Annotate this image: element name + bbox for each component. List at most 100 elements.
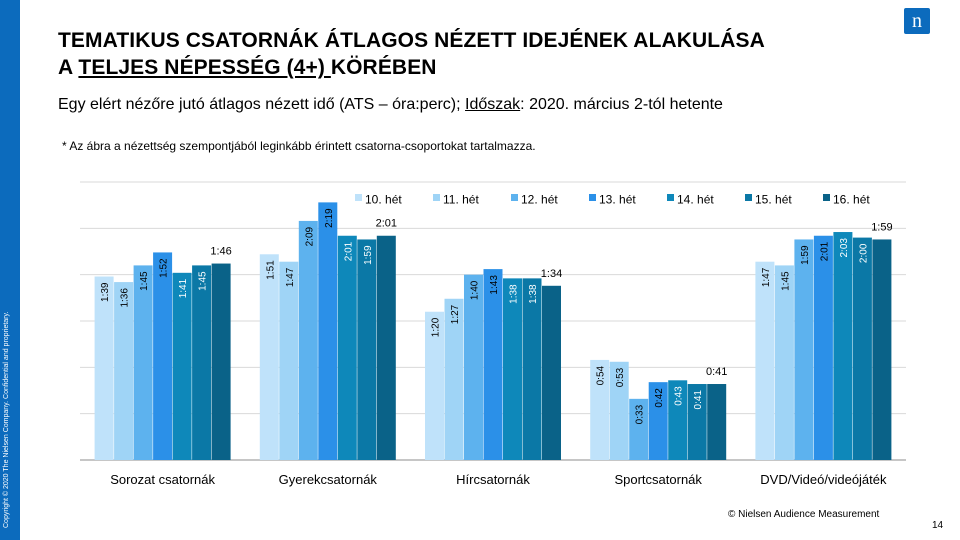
page-number: 14 — [932, 520, 944, 531]
bar — [114, 282, 134, 460]
bar — [425, 311, 444, 460]
data-label: 1:59 — [363, 245, 374, 265]
bar — [852, 237, 872, 460]
bar — [648, 382, 668, 460]
bar — [522, 278, 542, 460]
data-label: 1:36 — [120, 288, 131, 308]
data-label: 1:59 — [800, 245, 811, 265]
bar — [337, 235, 357, 460]
data-label: 1:34 — [541, 268, 562, 280]
bar — [444, 298, 464, 460]
bar — [318, 202, 338, 461]
bar — [668, 380, 688, 460]
bar — [94, 276, 114, 460]
logo-letter: n — [912, 10, 922, 32]
data-label: 0:41 — [693, 390, 704, 410]
page-subtitle: Egy elért nézőre jutó átlagos nézett idő… — [58, 96, 723, 114]
data-label: 0:42 — [654, 388, 665, 408]
bar — [211, 263, 231, 460]
legend-swatch — [745, 194, 752, 201]
data-label: 2:03 — [839, 238, 850, 258]
data-label: 0:54 — [596, 365, 607, 385]
bar — [192, 265, 212, 460]
page-title: TEMATIKUS CSATORNÁK ÁTLAGOS NÉZETT IDEJÉ… — [58, 27, 888, 81]
category-label: Gyerekcsatornák — [279, 472, 378, 487]
data-label: 1:45 — [198, 271, 209, 291]
title-line-1: TEMATIKUS CSATORNÁK ÁTLAGOS NÉZETT IDEJÉ… — [58, 29, 765, 52]
data-label: 0:43 — [674, 386, 685, 406]
legend-label: 15. hét — [755, 193, 792, 207]
bar — [609, 361, 629, 460]
legend-label: 11. hét — [443, 193, 479, 207]
data-label: 1:59 — [871, 221, 892, 233]
title-line-2: A TELJES NÉPESSÉG (4+) KÖRÉBEN — [58, 54, 888, 81]
source-copyright: © Nielsen Audience Measurement — [728, 509, 880, 520]
data-label: 0:33 — [635, 404, 646, 424]
bar — [259, 254, 279, 460]
data-label: 0:41 — [706, 366, 727, 378]
bar — [629, 398, 649, 460]
title-line-2-post: KÖRÉBEN — [330, 56, 437, 79]
legend-label: 13. hét — [599, 193, 636, 207]
data-label: 1:38 — [509, 284, 520, 304]
data-label: 2:01 — [819, 241, 830, 261]
subtitle-post: : 2020. március 2-tól hetente — [520, 96, 723, 113]
legend-swatch — [589, 194, 596, 201]
brand-side-strip: Copyright © 2020 The Nielsen Company. Co… — [0, 0, 20, 540]
chart-footnote: * Az ábra a nézettség szempontjából legi… — [62, 139, 536, 153]
data-label: 2:01 — [376, 218, 397, 230]
legend-label: 14. hét — [677, 193, 714, 207]
legend-swatch — [823, 194, 830, 201]
title-line-2-underlined: TELJES NÉPESSÉG (4+) — [78, 56, 331, 79]
data-label: 1:46 — [210, 246, 231, 258]
bar — [376, 235, 396, 460]
data-label: 1:40 — [470, 280, 481, 300]
category-label: DVD/Videó/videójáték — [760, 472, 887, 487]
bar — [133, 265, 153, 460]
data-label: 1:43 — [489, 275, 500, 295]
bar — [794, 239, 814, 460]
category-label: Hírcsatornák — [456, 472, 530, 487]
legend-label: 12. hét — [521, 193, 558, 207]
legend-swatch — [433, 194, 440, 201]
data-label: 1:52 — [159, 258, 170, 278]
bar — [483, 269, 503, 460]
bar — [298, 220, 318, 460]
data-label: 1:45 — [780, 271, 791, 291]
data-label: 1:47 — [285, 267, 296, 287]
legend-label: 10. hét — [365, 193, 402, 207]
bar — [755, 261, 775, 460]
legend-swatch — [355, 194, 362, 201]
bar — [833, 232, 853, 460]
data-label: 1:38 — [528, 284, 539, 304]
bar — [774, 265, 794, 460]
data-label: 2:00 — [858, 243, 869, 263]
bar — [153, 252, 173, 460]
category-label: Sorozat csatornák — [110, 472, 215, 487]
bar — [813, 235, 833, 460]
bar — [707, 384, 727, 460]
legend-swatch — [667, 194, 674, 201]
nielsen-logo-icon: n — [904, 8, 930, 34]
data-label: 1:20 — [431, 317, 442, 337]
bar — [687, 384, 707, 460]
bar — [357, 239, 377, 460]
bar — [590, 359, 610, 460]
data-label: 1:47 — [761, 267, 772, 287]
data-label: 2:19 — [324, 208, 335, 228]
data-label: 1:51 — [265, 260, 276, 280]
data-label: 2:01 — [343, 241, 354, 261]
legend-label: 16. hét — [833, 193, 870, 207]
data-label: 0:53 — [615, 367, 626, 387]
data-label: 2:09 — [304, 226, 315, 246]
data-label: 1:27 — [450, 304, 461, 324]
bar — [872, 239, 892, 460]
data-label: 1:41 — [178, 278, 189, 298]
legend-swatch — [511, 194, 518, 201]
title-line-2-pre: A — [58, 56, 79, 79]
subtitle-underlined: Időszak — [465, 96, 521, 113]
bar — [279, 261, 299, 460]
subtitle-pre: Egy elért nézőre jutó átlagos nézett idő… — [58, 96, 466, 113]
bar — [503, 278, 522, 460]
